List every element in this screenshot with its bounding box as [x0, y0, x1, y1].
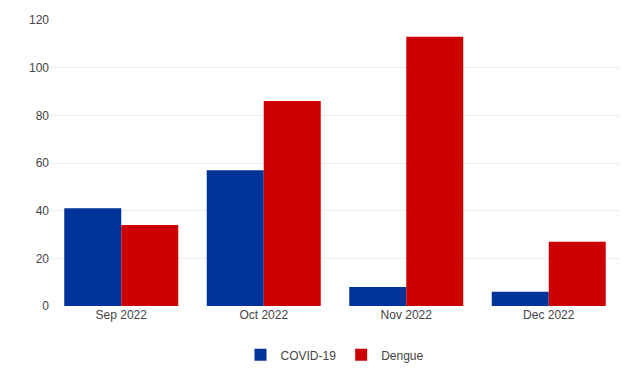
svg-text:Dec 2022: Dec 2022: [523, 308, 575, 322]
svg-text:COVID-19: COVID-19: [281, 349, 337, 363]
svg-text:0: 0: [42, 299, 49, 313]
svg-text:Sep 2022: Sep 2022: [96, 308, 148, 322]
svg-text:40: 40: [36, 204, 50, 218]
svg-text:100: 100: [29, 61, 49, 75]
svg-text:20: 20: [36, 252, 50, 266]
svg-text:Dengue: Dengue: [381, 349, 423, 363]
svg-text:Nov 2022: Nov 2022: [381, 308, 433, 322]
svg-text:80: 80: [36, 109, 50, 123]
svg-text:60: 60: [36, 156, 50, 170]
svg-text:120: 120: [29, 13, 49, 27]
svg-text:Oct 2022: Oct 2022: [239, 308, 288, 322]
